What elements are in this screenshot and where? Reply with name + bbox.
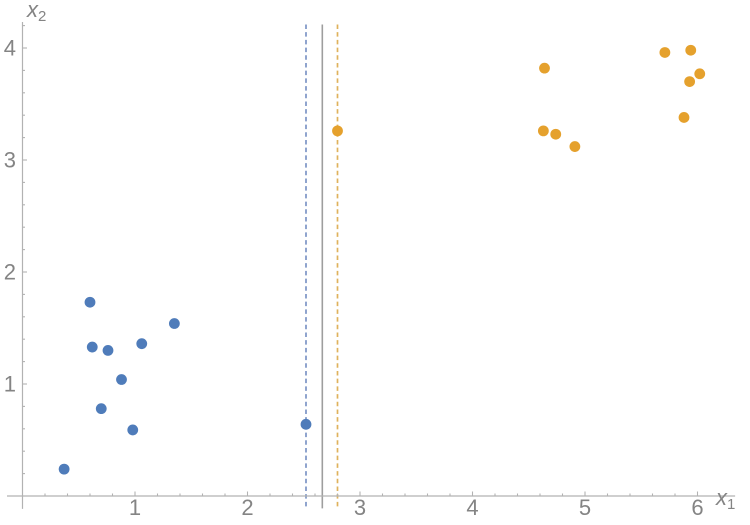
data-point-class-2-orange: [539, 62, 550, 74]
data-point-class-2-orange: [678, 112, 690, 123]
data-point-class-1-blue: [127, 424, 139, 436]
y-tick-label: 1: [4, 372, 16, 397]
data-point-class-2-orange: [550, 128, 562, 140]
y-axis-title: x2: [26, 0, 46, 25]
data-point-class-2-orange: [569, 141, 581, 152]
data-point-class-2-orange: [694, 68, 706, 80]
y-tick-label: 3: [4, 148, 16, 173]
data-point-class-2-orange: [684, 76, 696, 87]
data-point-class-1-blue: [136, 338, 148, 350]
x-tick-label: 6: [691, 495, 703, 520]
data-point-class-1-blue: [95, 403, 107, 415]
data-point-class-1-blue: [300, 418, 312, 430]
data-point-class-2-orange: [685, 44, 697, 56]
y-tick-label: 2: [4, 260, 16, 285]
y-tick-label: 4: [4, 36, 16, 61]
x-tick-label: 5: [579, 495, 591, 520]
data-point-class-1-blue: [168, 318, 180, 329]
data-point-class-1-blue: [84, 296, 96, 308]
x-tick-label: 4: [466, 495, 478, 520]
data-point-class-1-blue: [116, 374, 127, 385]
data-point-class-2-orange: [659, 47, 671, 58]
data-point-class-2-orange: [537, 125, 549, 137]
x-tick-label: 1: [129, 495, 141, 520]
data-point-class-1-blue: [102, 345, 114, 356]
data-point-class-1-blue: [58, 463, 70, 475]
data-point-class-1-blue: [86, 341, 98, 353]
data-point-class-2-orange: [332, 125, 343, 137]
x-axis-title: x1: [715, 485, 735, 513]
x-tick-label: 3: [354, 495, 366, 520]
x-tick-label: 2: [241, 495, 253, 520]
